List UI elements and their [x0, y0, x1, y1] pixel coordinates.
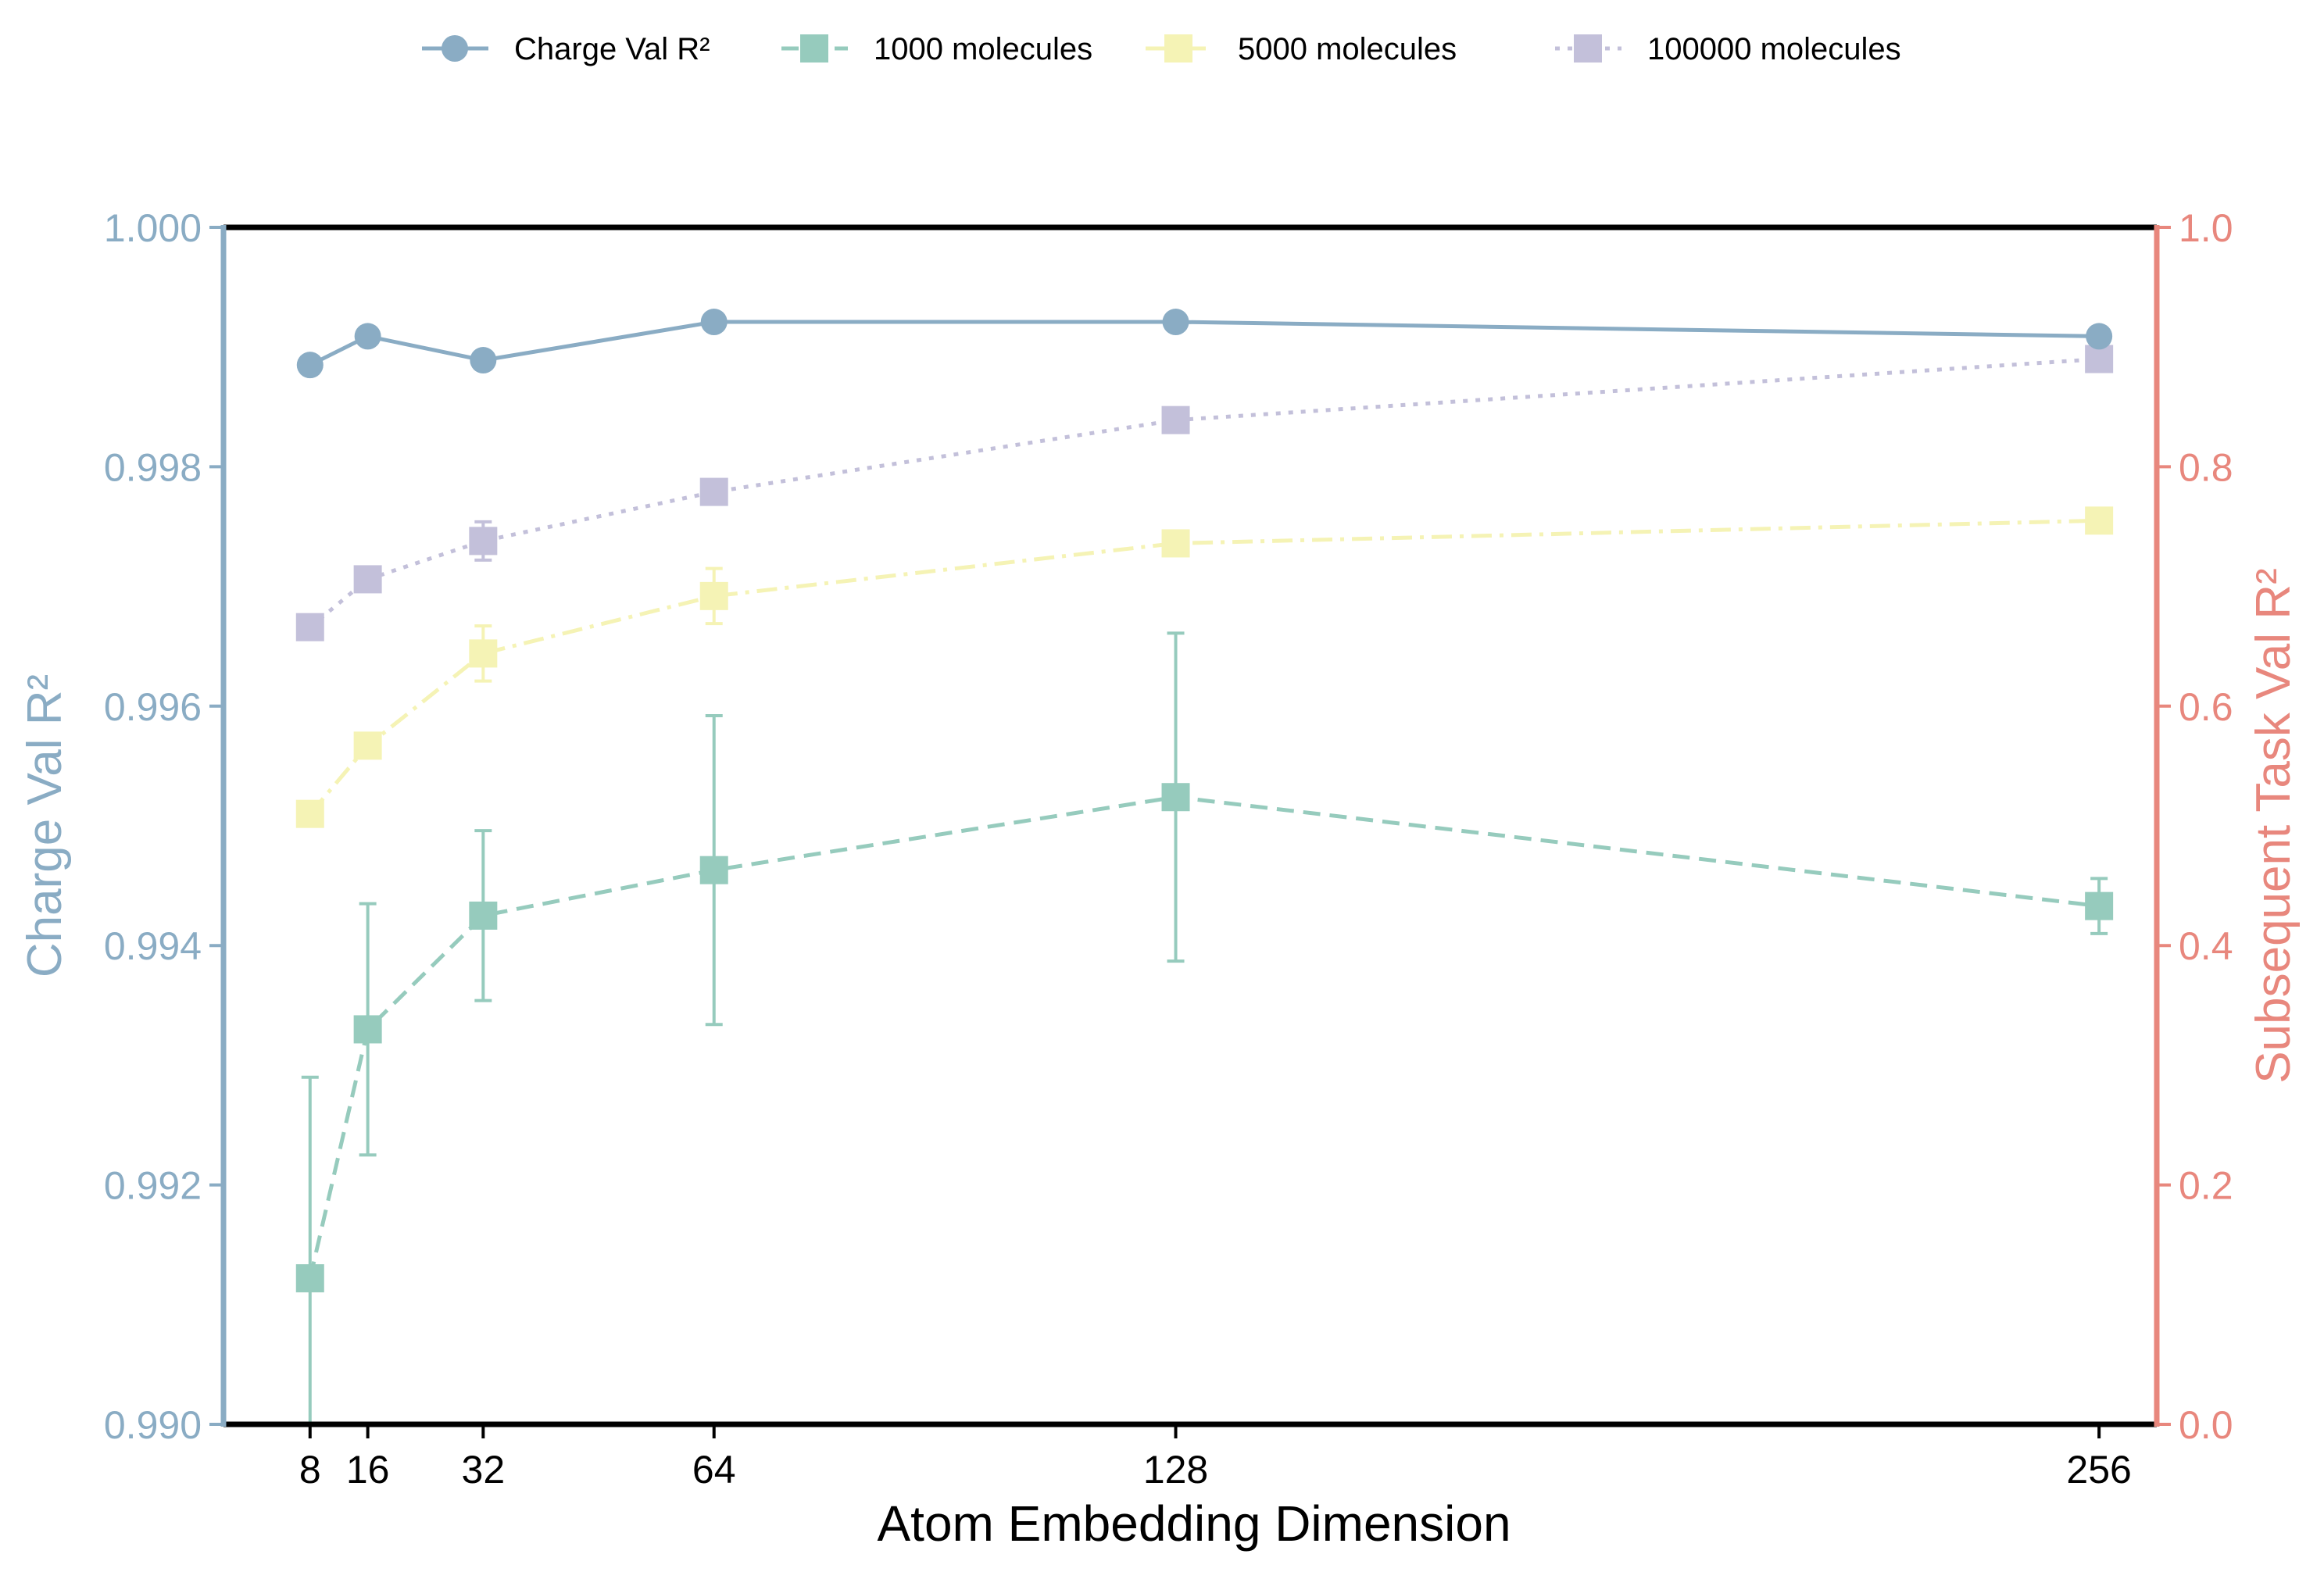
- data-point: [1161, 406, 1190, 434]
- series-line: [309, 357, 2100, 629]
- y-axis-left-label: Charge Val R²: [18, 674, 72, 977]
- legend-marker: [1164, 34, 1192, 63]
- y-right-tick-label: 0.6: [2179, 685, 2233, 729]
- series-line: [308, 795, 2100, 1279]
- y-right-tick-label: 0.8: [2179, 445, 2233, 489]
- data-point: [699, 856, 728, 884]
- series-0: [296, 309, 2113, 379]
- x-tick-label: 8: [299, 1448, 321, 1492]
- data-point: [699, 581, 728, 610]
- data-point: [469, 639, 498, 668]
- y-axis-right-label: Subsequent Task Val R²: [2247, 568, 2301, 1083]
- y-left-tick-label: 0.990: [104, 1403, 202, 1447]
- legend-entry-1: 1000 molecules: [781, 32, 1092, 66]
- data-point: [353, 565, 382, 594]
- series-line: [308, 518, 2100, 816]
- data-point: [295, 613, 324, 641]
- axes: 0.990 0.992 0.994 0.996 0.998 1.000 0.0 0.2 0.4 0…: [104, 206, 2233, 1492]
- legend-entry-3: 100000 molecules: [1555, 32, 1901, 66]
- x-tick-label: 16: [346, 1448, 390, 1492]
- x-axis-label: Atom Embedding Dimension: [877, 1495, 1511, 1552]
- data-point: [2086, 323, 2113, 350]
- x-tick-label: 256: [2066, 1448, 2131, 1492]
- data-point: [296, 352, 324, 379]
- y-left-tick-label: 0.992: [104, 1164, 202, 1208]
- x-tick-label: 128: [1143, 1448, 1208, 1492]
- series-2: [295, 506, 2114, 828]
- y-left-tick-label: 0.994: [104, 924, 202, 968]
- data-point: [1162, 309, 1189, 336]
- plot-area: [295, 309, 2114, 1424]
- data-point: [2085, 506, 2114, 535]
- legend-label: 100000 molecules: [1647, 32, 1901, 66]
- data-point: [295, 1264, 324, 1293]
- data-point: [295, 799, 324, 828]
- data-point: [699, 477, 728, 506]
- legend-label: 5000 molecules: [1238, 32, 1457, 66]
- legend-marker: [442, 35, 468, 62]
- series-line: [309, 320, 2100, 367]
- data-point: [469, 527, 498, 556]
- legend-label: 1000 molecules: [874, 32, 1092, 66]
- data-point: [2085, 345, 2114, 373]
- data-point: [1161, 529, 1190, 558]
- legend-marker: [800, 34, 828, 63]
- legend-marker: [1574, 34, 1602, 63]
- y-right-tick-label: 0.0: [2179, 1403, 2233, 1447]
- series-1: [295, 631, 2114, 1424]
- y-right-tick-label: 0.2: [2179, 1164, 2233, 1208]
- data-point: [1161, 783, 1190, 812]
- data-point: [353, 731, 382, 760]
- data-point: [354, 323, 381, 350]
- x-tick-label: 64: [692, 1448, 736, 1492]
- y-left-tick-label: 0.996: [104, 685, 202, 729]
- y-left-tick-label: 0.998: [104, 445, 202, 489]
- data-point: [700, 309, 728, 336]
- y-left-tick-label: 1.000: [104, 206, 202, 250]
- legend-label: Charge Val R²: [514, 32, 710, 66]
- data-point: [470, 347, 497, 374]
- legend-entry-2: 5000 molecules: [1146, 32, 1457, 66]
- y-right-tick-label: 0.4: [2179, 924, 2233, 968]
- series-3: [295, 345, 2114, 641]
- legend: Charge Val R² 1000 molecules 5000 molecule…: [422, 32, 1901, 66]
- legend-entry-0: Charge Val R²: [422, 32, 710, 66]
- y-right-tick-label: 1.0: [2179, 206, 2233, 250]
- x-tick-label: 32: [462, 1448, 506, 1492]
- data-point: [469, 901, 498, 930]
- data-point: [353, 1015, 382, 1044]
- data-point: [2085, 891, 2114, 920]
